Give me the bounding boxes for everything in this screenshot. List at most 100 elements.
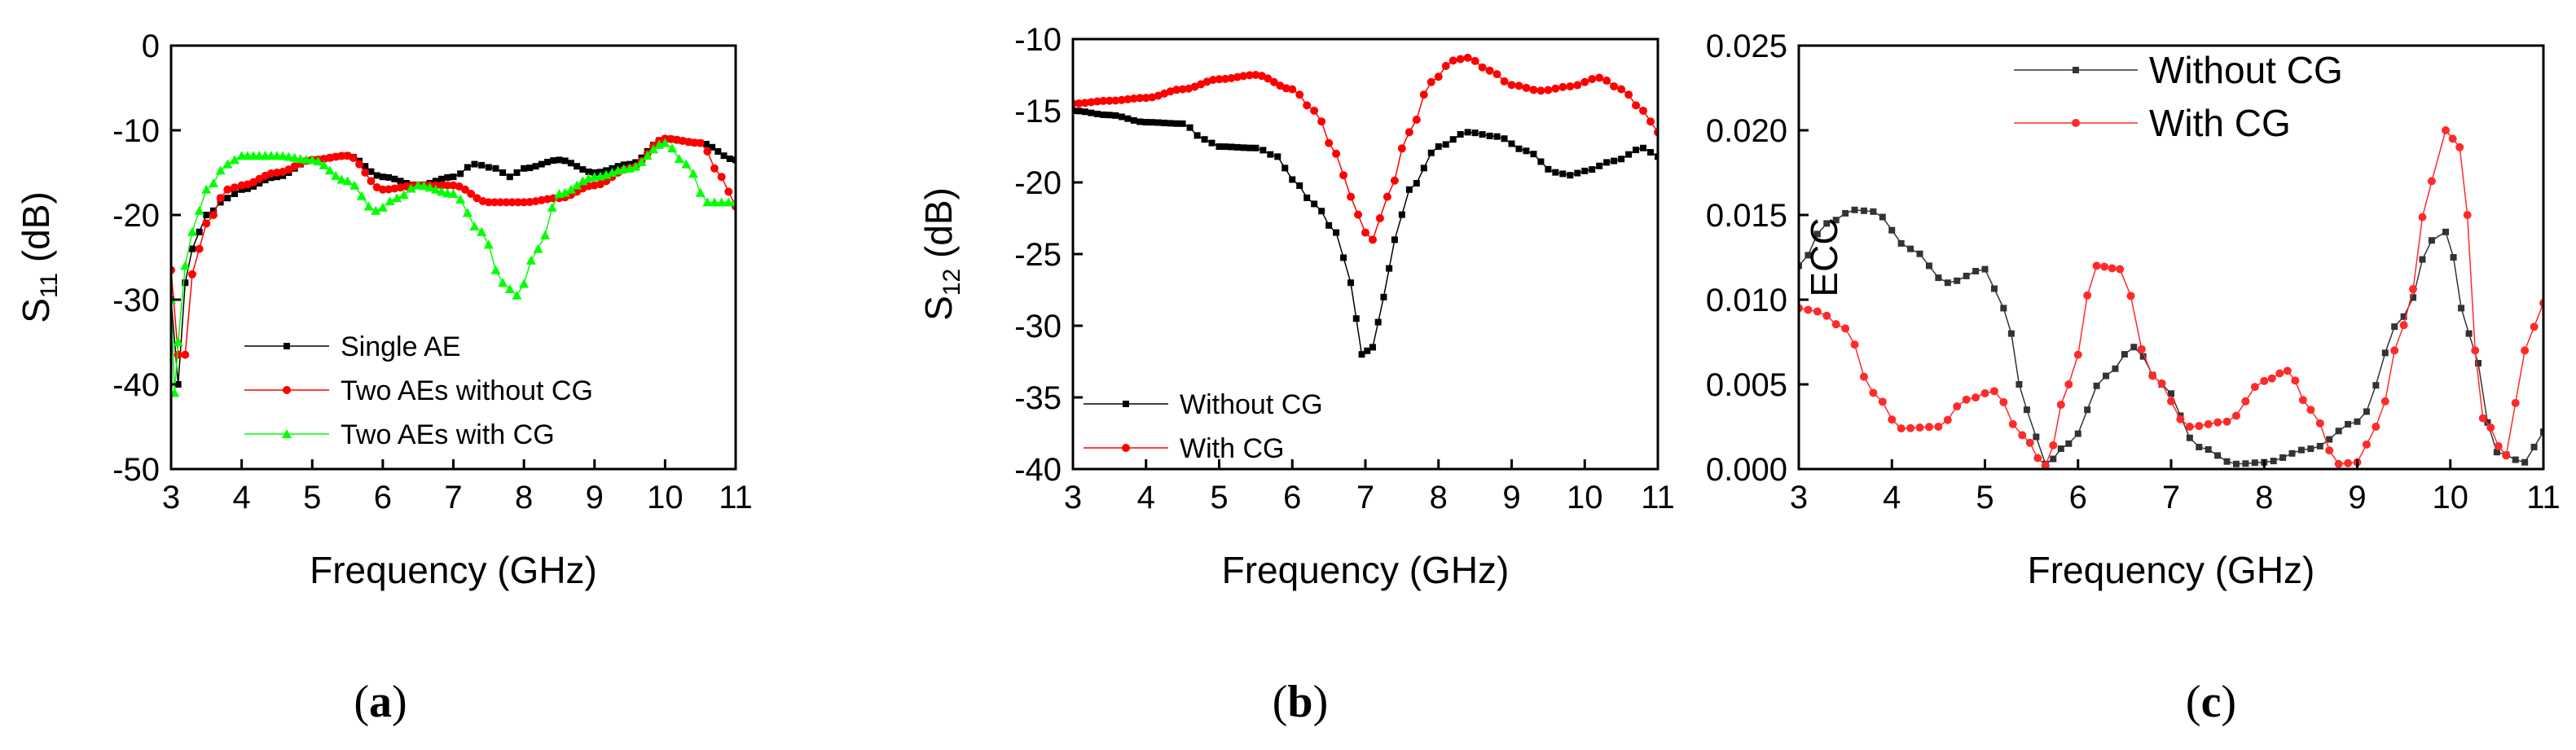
data-point	[2033, 454, 2042, 463]
data-point	[1448, 56, 1457, 65]
data-point	[499, 169, 507, 176]
caption-open: (	[354, 677, 369, 727]
data-point	[1142, 119, 1150, 126]
legend-label: Two AEs without CG	[341, 375, 593, 406]
data-point	[1925, 262, 1932, 270]
data-point	[2057, 445, 2064, 453]
data-point	[2486, 423, 2495, 432]
y-tick-label: -20	[112, 198, 160, 234]
data-point	[688, 169, 699, 178]
data-point	[631, 161, 641, 171]
data-point	[1269, 77, 1278, 86]
data-point	[1100, 111, 1107, 118]
data-point	[324, 165, 335, 175]
data-point	[1869, 388, 1878, 397]
data-point	[1080, 99, 1089, 107]
data-point	[2478, 414, 2487, 423]
data-point	[174, 350, 182, 359]
data-point	[336, 174, 347, 184]
data-point	[642, 151, 653, 160]
caption-close: )	[2221, 677, 2236, 727]
data-point	[2494, 441, 2503, 450]
data-point	[1296, 182, 1303, 189]
data-point	[1172, 86, 1181, 94]
data-point	[2463, 211, 2472, 219]
data-point	[373, 172, 380, 179]
data-point	[1842, 209, 1849, 217]
data-point	[2041, 461, 2050, 469]
data-point	[1391, 236, 1398, 243]
data-point	[319, 160, 329, 169]
data-point	[1412, 116, 1421, 124]
data-point	[485, 164, 492, 171]
data-point	[471, 160, 478, 168]
data-point	[1611, 157, 1618, 164]
data-point	[1186, 124, 1193, 131]
data-point	[1573, 81, 1582, 90]
data-point	[513, 169, 521, 176]
data-point	[703, 147, 712, 156]
data-point	[2214, 452, 2222, 459]
data-point	[1123, 94, 1132, 103]
y-tick-label: -30	[112, 283, 160, 318]
y-axis-label: S12 (dB)	[917, 187, 965, 321]
data-point	[690, 138, 699, 147]
data-point	[2442, 126, 2451, 134]
data-point	[342, 176, 353, 186]
data-point	[1374, 318, 1382, 326]
data-point	[1141, 94, 1150, 103]
x-tick-label: 7	[444, 480, 462, 515]
data-point	[224, 195, 231, 202]
data-point	[223, 185, 232, 194]
data-point	[1639, 107, 1648, 115]
data-point	[1906, 423, 1915, 432]
data-point	[1311, 200, 1318, 208]
data-point	[1347, 279, 1355, 287]
data-point	[2231, 411, 2240, 420]
data-point	[1352, 315, 1360, 322]
data-point	[1888, 415, 1897, 424]
data-point	[307, 155, 318, 164]
data-point	[1850, 340, 1859, 349]
data-point	[492, 164, 499, 172]
data-point	[1124, 115, 1132, 122]
data-point	[273, 173, 280, 181]
data-point	[1603, 159, 1611, 166]
data-point	[1136, 118, 1144, 125]
data-point	[398, 190, 409, 200]
data-point	[2418, 213, 2427, 221]
caption-letter: a	[369, 677, 392, 727]
data-point	[1493, 133, 1501, 140]
data-point	[1529, 86, 1538, 94]
data-point	[1148, 93, 1157, 102]
data-point	[533, 243, 543, 253]
data-point	[2251, 459, 2258, 467]
legend-label: Single AE	[341, 331, 460, 362]
data-point	[532, 163, 539, 170]
y-tick-label: -40	[112, 367, 160, 403]
data-point	[437, 181, 446, 190]
caption-letter: c	[2201, 677, 2222, 727]
data-point	[567, 160, 574, 167]
data-point	[2391, 323, 2398, 331]
data-point	[2345, 420, 2352, 428]
y-axis-label-main: S	[15, 298, 57, 323]
data-point	[1106, 112, 1113, 119]
data-point	[2157, 379, 2166, 388]
data-point	[2279, 454, 2287, 461]
data-point	[1935, 274, 1942, 282]
data-point	[1980, 388, 1989, 397]
data-point	[2116, 265, 2125, 274]
data-point	[2267, 374, 2276, 383]
data-point	[371, 205, 381, 215]
data-point	[1215, 143, 1223, 150]
y-tick-label: -10	[1014, 22, 1062, 58]
data-point	[2112, 365, 2119, 372]
data-point	[2334, 459, 2343, 468]
data-point	[262, 177, 269, 184]
data-point	[1264, 74, 1273, 83]
caption-close: )	[392, 677, 407, 727]
data-point	[1375, 214, 1384, 222]
data-point	[196, 228, 203, 235]
data-point	[578, 176, 588, 186]
